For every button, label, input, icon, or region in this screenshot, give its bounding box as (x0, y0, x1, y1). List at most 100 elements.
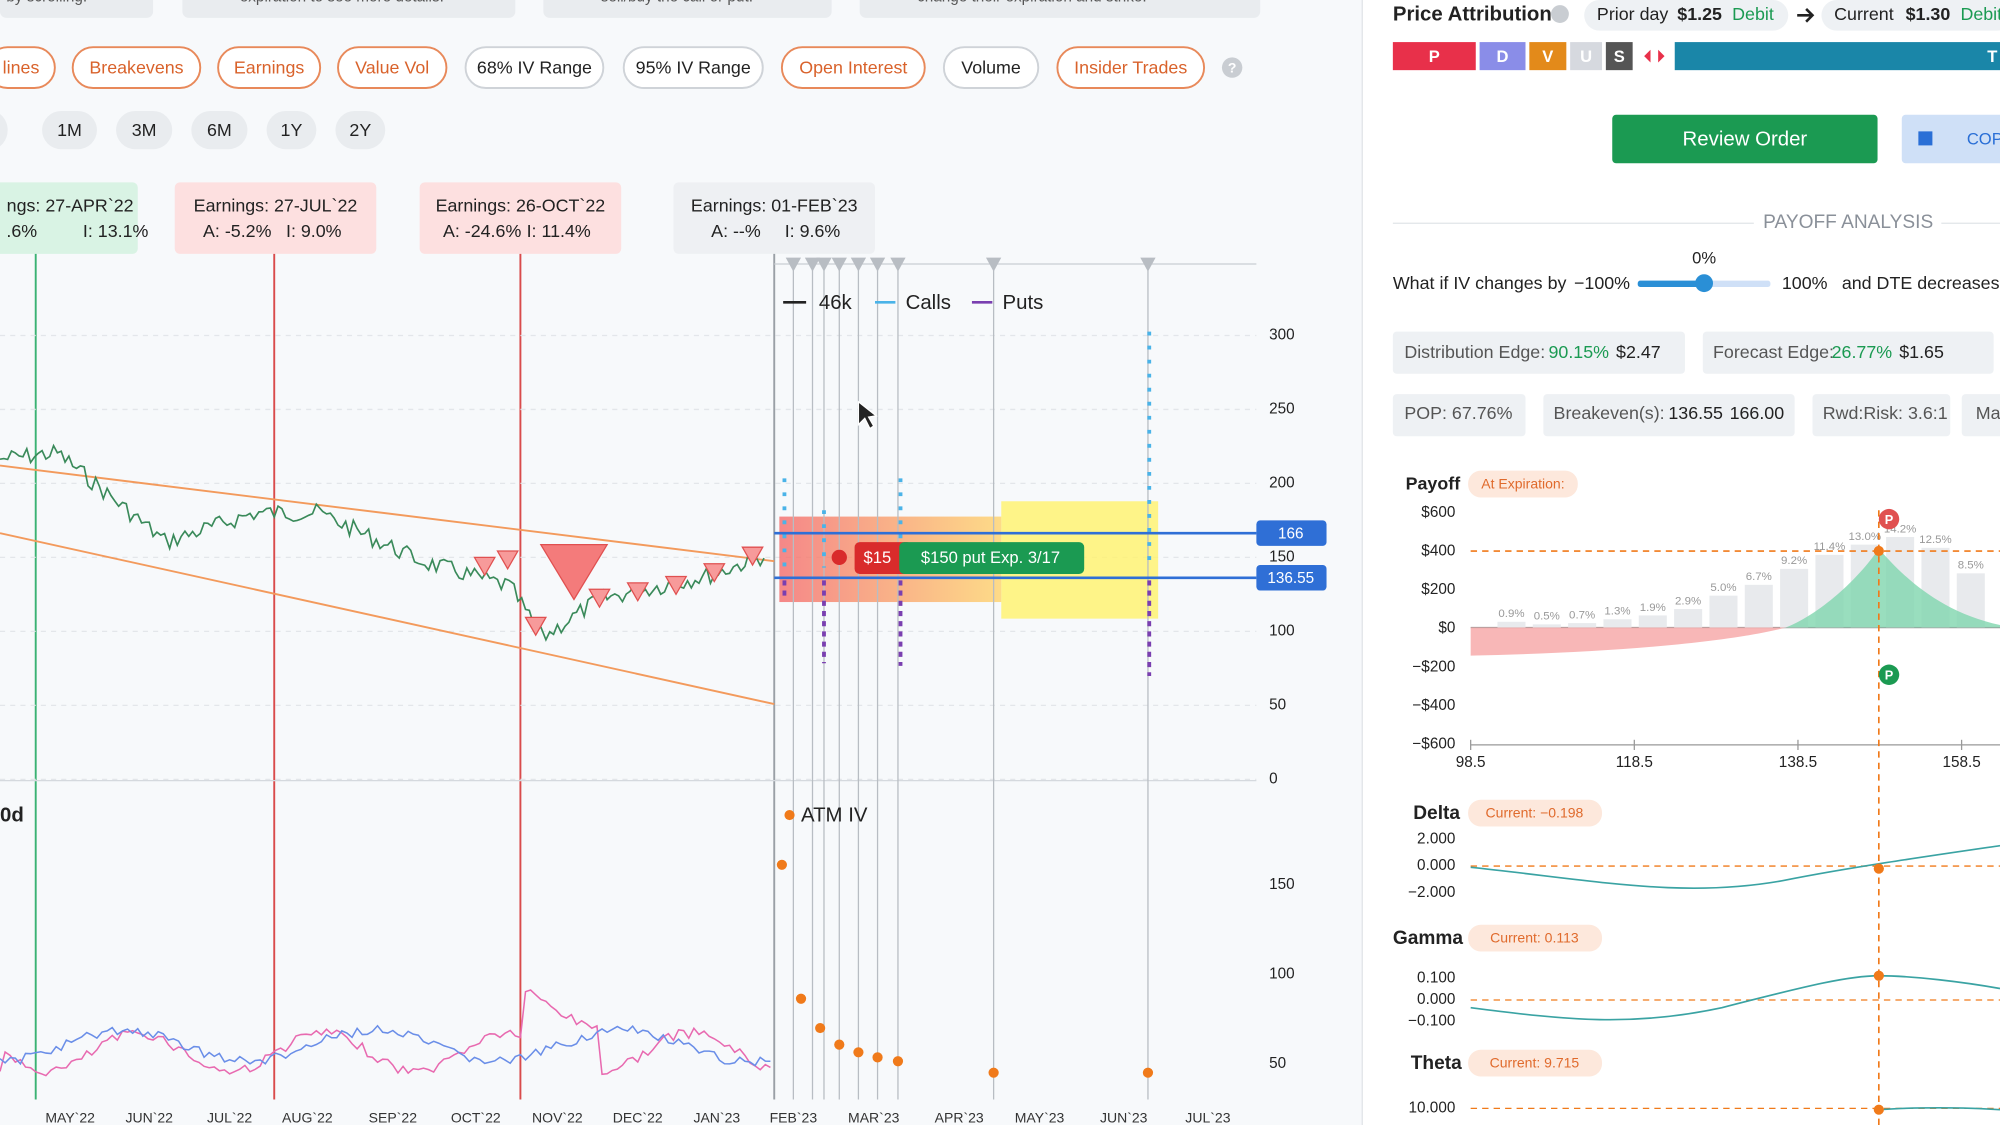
range-label: 3M (132, 120, 157, 140)
info-icon (1551, 5, 1569, 23)
tip-text: expiration to see more details. (240, 0, 444, 5)
probability-label: 11.4% (1814, 541, 1846, 553)
toggle-button[interactable] (217, 46, 322, 89)
payoff-axis-label: $400 (1421, 542, 1455, 559)
greek-name: Theta (1411, 1053, 1462, 1074)
payoff-axis-label: −$400 (1412, 697, 1455, 714)
copy-icon (1918, 131, 1933, 146)
range-button[interactable] (266, 110, 317, 150)
range-button[interactable] (191, 110, 248, 150)
toggle-label: Insider Trades (1074, 58, 1187, 78)
price-axis-label: 250 (1269, 400, 1295, 417)
toggle-label: Earnings (234, 58, 305, 78)
expiration-marker (869, 257, 886, 272)
range-button[interactable] (42, 110, 97, 150)
copy-label: COP (1967, 130, 2000, 149)
greek-axis-label: −0.100 (1408, 1013, 1455, 1030)
iv-dot (815, 1022, 826, 1034)
greek-name: Gamma (1393, 928, 1464, 949)
slider-knob[interactable] (1695, 274, 1714, 293)
range-button[interactable] (0, 111, 8, 149)
iv-dot (892, 1056, 904, 1067)
stat-value: $1.65 (1899, 342, 1944, 362)
legend-calls: Calls (906, 292, 951, 314)
greek-point (1873, 970, 1884, 981)
toggle-button[interactable] (1056, 46, 1206, 89)
month-label: AUG`22 (282, 1109, 333, 1125)
toggle-label: 68% IV Range (477, 58, 592, 78)
price-axis-label: 200 (1269, 474, 1295, 491)
payoff-x-label: 98.5 (1456, 754, 1486, 771)
attribution-label: D (1497, 47, 1509, 66)
iv-min: −100% (1574, 273, 1630, 293)
toggle-button[interactable] (942, 46, 1040, 89)
iv-axis-label: 50 (1269, 1055, 1286, 1072)
attribution-segment (1479, 42, 1526, 71)
toggle-label: Open Interest (799, 58, 907, 78)
stat-card (1961, 394, 2000, 437)
price-axis-label: 50 (1269, 696, 1286, 713)
prior-value: $1.25 (1677, 4, 1722, 24)
marker-put (1878, 508, 1900, 530)
earnings-title: Earnings: 01-FEB`23 (691, 195, 858, 215)
stat-label: Forecast Edge: (1713, 342, 1834, 362)
greek-axis-label: 0.000 (1417, 991, 1455, 1008)
price-tag-label: 136.55 (1267, 570, 1314, 587)
toggle-button[interactable] (464, 46, 605, 89)
expiration-marker (785, 257, 802, 272)
toggle-button[interactable] (337, 46, 448, 89)
slider-fill (1637, 280, 1705, 287)
expiration-marker (831, 257, 847, 272)
month-label: FEB`23 (770, 1109, 818, 1125)
attribution-label: T (1987, 47, 1997, 66)
greek-point (1873, 1104, 1884, 1115)
iv-prompt: What if IV changes by (1393, 273, 1567, 293)
earnings-iv: I: 9.0% (286, 221, 342, 241)
max: Ma (1976, 403, 2000, 423)
signal-triangle (524, 616, 548, 637)
prior-box (1584, 0, 1789, 31)
legend-dot (784, 809, 795, 821)
probability-label: 2.9% (1675, 595, 1701, 607)
arrow (1797, 8, 1815, 23)
copy-button[interactable] (1901, 114, 2000, 164)
marker-label: P (1885, 512, 1894, 527)
current-box (1821, 0, 2000, 31)
probability-bar (1568, 623, 1597, 628)
help-icon[interactable] (1221, 57, 1243, 78)
earnings-actual: .6% (6, 221, 37, 241)
section-title: PAYOFF ANALYSIS (1763, 212, 1933, 233)
iv-value: 0% (1692, 248, 1716, 267)
probability-label: 1.9% (1640, 602, 1666, 614)
toggle-button[interactable] (0, 46, 56, 89)
price-axis-label: 100 (1269, 622, 1295, 639)
range-button[interactable] (335, 110, 386, 150)
toggle-label: 95% IV Range (636, 58, 751, 78)
toggle-button[interactable] (622, 46, 764, 89)
review-button[interactable] (1612, 114, 1878, 164)
month-label: MAY`22 (45, 1109, 95, 1125)
tip-box (859, 0, 1261, 18)
payoff-x-label: 138.5 (1779, 754, 1817, 771)
toggle-button[interactable] (71, 46, 202, 89)
greek-curve (1878, 1106, 2000, 1111)
expiration-marker (985, 257, 1002, 272)
month-label: MAR`23 (848, 1109, 900, 1125)
earnings-box (419, 182, 622, 254)
range-button[interactable] (116, 110, 173, 150)
tooltip-short: $15 (864, 548, 892, 567)
earnings-iv: I: 9.6% (785, 221, 841, 241)
probability-bar (1497, 621, 1526, 628)
attribution-segment (1392, 42, 1476, 71)
toggle-button[interactable] (780, 46, 926, 89)
pop: POP: 67.76% (1404, 403, 1512, 423)
probability-bar (1638, 615, 1667, 628)
attribution-segment (1529, 42, 1567, 71)
stat-card (1392, 394, 1526, 437)
greek-curve (1470, 844, 2000, 889)
current-pill (1468, 799, 1603, 827)
payoff-axis-label: −$600 (1412, 736, 1455, 753)
stat-card (1702, 331, 1994, 374)
month-label: JUN`23 (1100, 1109, 1148, 1125)
